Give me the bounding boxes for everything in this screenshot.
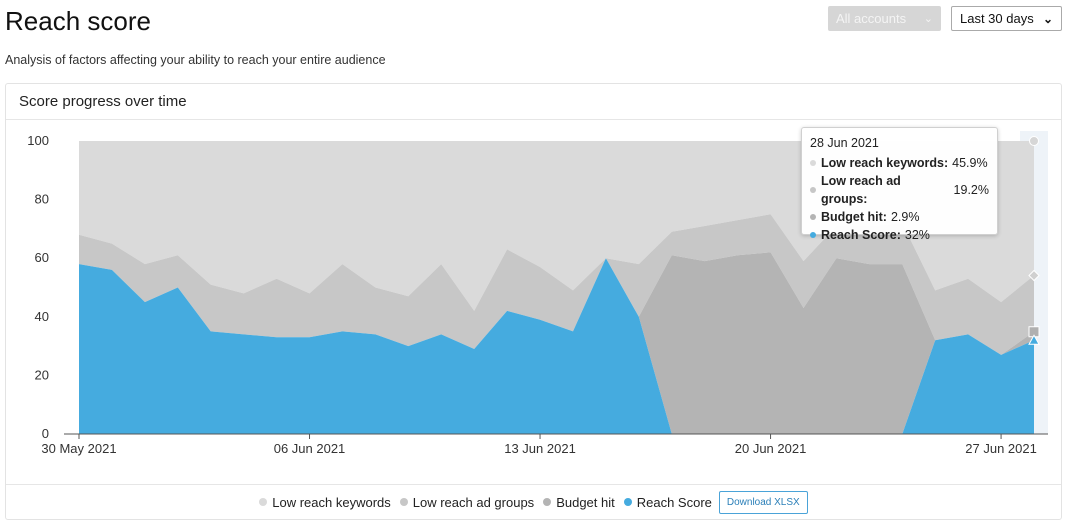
tooltip-label: Low reach ad groups:: [820, 174, 901, 206]
legend-label: Reach Score: [636, 494, 712, 510]
y-tick-label: 20: [35, 367, 49, 382]
legend-item-reach-score[interactable]: Reach Score: [623, 494, 712, 510]
area-low-reach-ad-groups: [79, 214, 1034, 355]
tooltip-row-budget-hit: Budget hit: 2.9%: [810, 208, 989, 226]
score-progress-card: Score progress over time: [5, 83, 1062, 520]
legend-item-low-reach-keywords[interactable]: Low reach keywords: [259, 495, 391, 510]
legend-dot-icon: [810, 232, 816, 238]
legend-dot-icon: [543, 498, 552, 506]
card-header: Score progress over time: [6, 84, 1061, 120]
marker-low-reach-keywords: [1029, 136, 1039, 146]
tooltip-label: Low reach keywords:: [821, 156, 949, 170]
legend-dot-icon: [810, 187, 816, 193]
chart-tooltip: 28 Jun 2021 Low reach keywords: 45.9% Lo…: [801, 127, 998, 242]
area-reach-score: [79, 258, 1034, 434]
y-tick-label: 60: [35, 250, 49, 265]
tooltip-label: Reach Score:: [821, 228, 901, 242]
legend-dot-icon: [623, 498, 632, 506]
legend-label: Low reach ad groups: [412, 494, 535, 510]
area-budget-hit: [79, 252, 1034, 434]
legend-dot-icon: [810, 214, 816, 220]
tooltip-date: 28 Jun 2021: [810, 136, 879, 150]
tooltip-value: 45.9%: [952, 156, 988, 170]
x-tick-label: 06 Jun 2021: [274, 441, 346, 456]
page-subtitle: Analysis of factors affecting your abili…: [5, 53, 386, 67]
y-tick-label: 40: [35, 309, 49, 324]
area-low-reach-keywords: [79, 141, 1034, 311]
x-tick-label: 30 May 2021: [41, 441, 116, 456]
legend-dot-icon: [810, 160, 816, 166]
accounts-select[interactable]: All accounts ⌄: [828, 6, 941, 31]
legend-item-low-reach-ad-groups[interactable]: Low reach ad groups: [399, 494, 535, 510]
chevron-down-icon: ⌄: [923, 13, 933, 25]
tooltip-row-reach-score: Reach Score: 32%: [810, 226, 989, 244]
date-range-label: Last 30 days: [960, 11, 1034, 26]
card-title: Score progress over time: [19, 93, 187, 110]
card-footer-divider: [6, 484, 1061, 486]
tooltip-value: 32%: [904, 228, 930, 242]
download-xlsx-button[interactable]: Download XLSX: [718, 490, 808, 514]
y-tick-label: 0: [42, 426, 49, 441]
y-tick-label: 80: [35, 192, 49, 207]
legend-label: Budget hit: [556, 494, 615, 510]
tooltip-value: 2.9%: [890, 210, 920, 224]
tooltip-row-low-reach-keywords: Low reach keywords: 45.9%: [810, 154, 989, 172]
accounts-select-label: All accounts: [836, 11, 907, 26]
legend-dot-icon: [259, 498, 268, 506]
tooltip-row-low-reach-ad-groups: Low reach ad groups: 19.2%: [810, 172, 989, 208]
legend-label: Low reach keywords: [272, 494, 391, 510]
tooltip-value: 19.2%: [953, 183, 989, 197]
legend-item-budget-hit[interactable]: Budget hit: [543, 495, 615, 510]
marker-reach-score: [1028, 334, 1040, 345]
date-range-select[interactable]: Last 30 days ⌄: [951, 6, 1062, 31]
chart-legend: Low reach keywords Low reach ad groups B…: [0, 489, 1067, 515]
y-tick-label: 100: [27, 133, 49, 148]
page-title: Reach score: [5, 6, 151, 36]
legend-dot-icon: [399, 498, 408, 506]
x-tick-label: 20 Jun 2021: [735, 441, 807, 456]
chevron-down-icon: ⌄: [1042, 12, 1053, 26]
marker-low-reach-ad-groups: [1028, 269, 1040, 282]
tooltip-label: Budget hit:: [821, 210, 887, 224]
x-tick-label: 27 Jun 2021: [965, 441, 1037, 456]
x-tick-label: 13 Jun 2021: [504, 441, 576, 456]
